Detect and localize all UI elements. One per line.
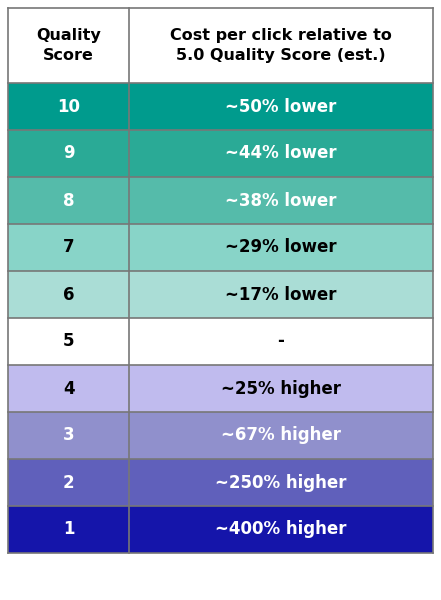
Text: 4: 4 — [63, 379, 75, 397]
Text: Cost per click relative to
5.0 Quality Score (est.): Cost per click relative to 5.0 Quality S… — [170, 28, 392, 63]
Text: 7: 7 — [63, 238, 75, 257]
Bar — [8, 318, 129, 365]
Bar — [8, 224, 129, 271]
Text: ~44% lower: ~44% lower — [225, 145, 337, 163]
Bar — [8, 506, 129, 553]
Text: ~29% lower: ~29% lower — [225, 238, 337, 257]
Bar — [129, 130, 433, 177]
Bar — [129, 224, 433, 271]
Text: 10: 10 — [57, 97, 80, 115]
Bar — [129, 83, 433, 130]
Bar — [129, 459, 433, 506]
Text: 9: 9 — [63, 145, 75, 163]
Text: 6: 6 — [63, 286, 75, 304]
Text: ~38% lower: ~38% lower — [225, 191, 337, 209]
Text: 8: 8 — [63, 191, 75, 209]
Bar — [129, 177, 433, 224]
Bar — [8, 8, 433, 83]
Text: ~17% lower: ~17% lower — [225, 286, 337, 304]
Bar — [129, 318, 433, 365]
Text: 1: 1 — [63, 520, 75, 539]
Text: ~25% higher: ~25% higher — [221, 379, 341, 397]
Text: ~50% lower: ~50% lower — [225, 97, 337, 115]
Text: -: - — [278, 332, 284, 350]
Bar — [8, 412, 129, 459]
Bar — [8, 365, 129, 412]
Bar — [129, 412, 433, 459]
Bar — [8, 459, 129, 506]
Bar — [8, 177, 129, 224]
Text: ~250% higher: ~250% higher — [215, 473, 347, 491]
Bar — [129, 506, 433, 553]
Text: ~67% higher: ~67% higher — [221, 427, 341, 445]
Bar — [129, 271, 433, 318]
Text: 5: 5 — [63, 332, 75, 350]
Bar — [8, 130, 129, 177]
Bar — [8, 271, 129, 318]
Text: 2: 2 — [63, 473, 75, 491]
Text: 3: 3 — [63, 427, 75, 445]
Bar — [129, 365, 433, 412]
Text: Quality
Score: Quality Score — [36, 28, 101, 63]
Text: ~400% higher: ~400% higher — [215, 520, 347, 539]
Bar — [8, 83, 129, 130]
